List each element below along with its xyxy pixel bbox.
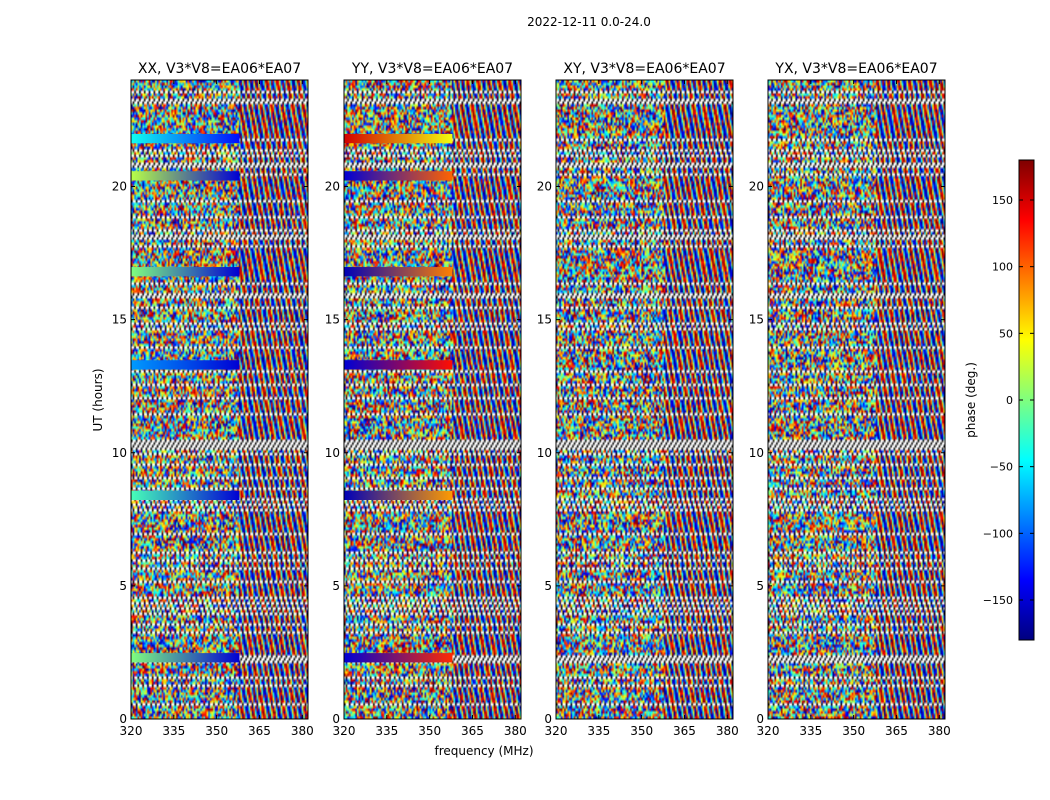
colorbar-tick-label: 150 [992, 194, 1013, 207]
y-tick-label: 0 [119, 712, 127, 726]
coherent-phase-band [131, 133, 240, 144]
y-tick-label: 5 [544, 579, 552, 593]
x-tick-label: 380 [716, 724, 739, 738]
suptitle: 2022-12-11 0.0-24.0 [527, 15, 651, 29]
x-tick-label: 350 [630, 724, 653, 738]
y-tick-label: 15 [749, 313, 764, 327]
colorbar-tick-label: 100 [992, 261, 1013, 274]
axes-frame [767, 79, 946, 720]
coherent-phase-band [131, 490, 240, 501]
y-tick-label: 0 [332, 712, 340, 726]
x-axis-label: frequency (MHz) [434, 744, 533, 758]
colorbar-tick-label: 0 [1006, 394, 1013, 407]
panel-3: XY, V3*V8=EA06*EA07 320 335 350 365 380 0 5 10 15… [537, 61, 739, 738]
colorbar-tick-label: 50 [999, 327, 1013, 340]
colorbar-label: phase (deg.) [964, 362, 978, 438]
y-tick-label: 10 [325, 446, 340, 460]
x-tick-label: 320 [757, 724, 780, 738]
coherent-phase-band [131, 653, 240, 663]
x-tick-label: 335 [799, 724, 822, 738]
y-tick-label: 20 [325, 180, 340, 194]
y-tick-label: 20 [112, 180, 127, 194]
colorbar: 150 100 50 0 −50 −100 −150 [983, 159, 1035, 641]
coherent-phase-band [344, 171, 453, 181]
x-tick-label: 380 [504, 724, 527, 738]
x-tick-label: 365 [248, 724, 271, 738]
x-tick-label: 380 [291, 724, 314, 738]
x-tick-label: 335 [162, 724, 185, 738]
x-tick-label: 365 [673, 724, 696, 738]
panel-2: YY, V3*V8=EA06*EA07 320 335 350 365 380 0 5 10 15… [325, 61, 527, 738]
y-tick-label: 15 [325, 313, 340, 327]
x-tick-label: 365 [461, 724, 484, 738]
heatmap-image [768, 80, 945, 719]
panel-1: XX, V3*V8=EA06*EA07 320 335 350 365 380 0 5 10 15… [112, 61, 314, 738]
coherent-phase-band [344, 360, 453, 370]
heatmap-image [556, 80, 733, 719]
axes-frame [343, 79, 522, 720]
heatmap-image [344, 80, 521, 719]
x-tick-label: 365 [885, 724, 908, 738]
y-axis-label: UT (hours) [91, 368, 105, 431]
x-tick-label: 350 [205, 724, 228, 738]
coherent-phase-band [344, 133, 453, 144]
panel-title: YX, V3*V8=EA06*EA07 [774, 61, 937, 77]
panel-title: XX, V3*V8=EA06*EA07 [138, 61, 301, 77]
panels: XX, V3*V8=EA06*EA07 320 335 350 365 380 0 5 10 15… [112, 61, 951, 738]
y-tick-label: 5 [119, 579, 127, 593]
y-tick-label: 15 [112, 313, 127, 327]
y-tick-label: 15 [537, 313, 552, 327]
colorbar-tick-label: −150 [983, 594, 1013, 607]
colorbar-tick-label: −100 [983, 527, 1013, 540]
x-tick-label: 335 [587, 724, 610, 738]
y-tick-label: 5 [332, 579, 340, 593]
y-tick-label: 20 [537, 180, 552, 194]
coherent-phase-band [344, 653, 453, 663]
y-tick-label: 20 [749, 180, 764, 194]
coherent-phase-band [131, 360, 240, 370]
x-tick-label: 320 [333, 724, 356, 738]
x-tick-label: 380 [928, 724, 951, 738]
coherent-phase-band [131, 171, 240, 181]
y-tick-label: 10 [749, 446, 764, 460]
x-tick-label: 350 [418, 724, 441, 738]
y-tick-label: 10 [537, 446, 552, 460]
y-tick-label: 0 [544, 712, 552, 726]
x-tick-label: 335 [375, 724, 398, 738]
axes-frame [555, 79, 734, 720]
axes-frame [130, 79, 309, 720]
coherent-phase-band [131, 267, 240, 277]
y-tick-label: 5 [756, 579, 764, 593]
coherent-phase-band [344, 490, 453, 501]
colorbar-tick-label: −50 [990, 461, 1013, 474]
panel-4: YX, V3*V8=EA06*EA07 320 335 350 365 380 0 5 10 15… [749, 61, 951, 738]
coherent-phase-band [344, 267, 453, 277]
x-tick-label: 320 [120, 724, 143, 738]
y-tick-label: 10 [112, 446, 127, 460]
panel-title: XY, V3*V8=EA06*EA07 [563, 61, 725, 77]
x-tick-label: 320 [545, 724, 568, 738]
heatmap-image [131, 80, 308, 719]
x-tick-label: 350 [842, 724, 865, 738]
y-tick-label: 0 [756, 712, 764, 726]
panel-title: YY, V3*V8=EA06*EA07 [351, 61, 513, 77]
